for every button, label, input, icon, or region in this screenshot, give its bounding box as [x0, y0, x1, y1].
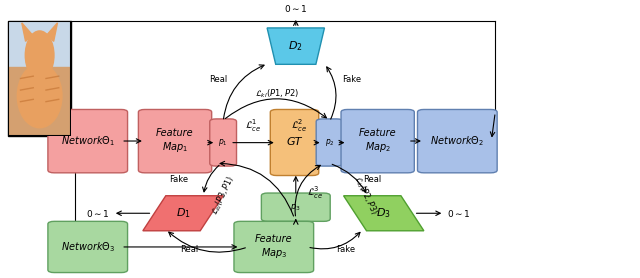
FancyBboxPatch shape — [261, 193, 330, 221]
Text: $D_2$: $D_2$ — [289, 39, 303, 53]
Text: $0\sim1$: $0\sim1$ — [284, 3, 308, 14]
Text: $0\sim1$: $0\sim1$ — [86, 208, 109, 219]
FancyBboxPatch shape — [417, 110, 497, 173]
FancyBboxPatch shape — [48, 110, 127, 173]
Text: Network$\Theta_3$: Network$\Theta_3$ — [61, 240, 115, 254]
Text: $p_3$: $p_3$ — [291, 202, 301, 213]
Text: Fake: Fake — [169, 175, 188, 184]
Text: $D_1$: $D_1$ — [175, 206, 190, 220]
Text: $D_3$: $D_3$ — [376, 206, 391, 220]
Text: GT: GT — [287, 138, 302, 148]
Text: Feature
Map$_2$: Feature Map$_2$ — [359, 128, 397, 154]
Text: Real: Real — [209, 75, 228, 84]
Text: Fake: Fake — [336, 245, 355, 254]
FancyBboxPatch shape — [234, 221, 314, 272]
Text: Network$\Theta_2$: Network$\Theta_2$ — [430, 134, 484, 148]
Polygon shape — [143, 196, 223, 231]
Text: Real: Real — [180, 245, 198, 254]
FancyBboxPatch shape — [316, 119, 343, 166]
Text: $\mathcal{L}_{ce}^{1}$: $\mathcal{L}_{ce}^{1}$ — [245, 117, 261, 134]
Text: Network$\Theta_1$: Network$\Theta_1$ — [61, 134, 115, 148]
Text: $\mathcal{L}_{kl}(P2, P3)$: $\mathcal{L}_{kl}(P2, P3)$ — [351, 174, 380, 217]
FancyBboxPatch shape — [48, 221, 127, 272]
Text: $\mathcal{L}_{ce}^{2}$: $\mathcal{L}_{ce}^{2}$ — [291, 117, 307, 134]
Text: $p_1$: $p_1$ — [218, 137, 228, 148]
FancyBboxPatch shape — [270, 110, 319, 175]
Text: Feature
Map$_3$: Feature Map$_3$ — [255, 234, 292, 260]
FancyBboxPatch shape — [341, 110, 414, 173]
Text: Fake: Fake — [342, 75, 362, 84]
Text: Feature
Map$_1$: Feature Map$_1$ — [156, 128, 194, 154]
Text: $\mathcal{L}_{kl}(P1, P2)$: $\mathcal{L}_{kl}(P1, P2)$ — [255, 87, 299, 100]
Polygon shape — [344, 196, 424, 231]
FancyBboxPatch shape — [8, 21, 72, 136]
Text: Real: Real — [364, 175, 381, 184]
Text: $\mathcal{L}_{kl}(P3, P1)$: $\mathcal{L}_{kl}(P3, P1)$ — [209, 174, 237, 217]
Text: $p_2$: $p_2$ — [324, 137, 335, 148]
Polygon shape — [267, 28, 324, 64]
Text: $\mathcal{L}_{ce}^{3}$: $\mathcal{L}_{ce}^{3}$ — [307, 185, 324, 202]
FancyBboxPatch shape — [138, 110, 212, 173]
FancyBboxPatch shape — [210, 119, 237, 166]
Text: $0\sim1$: $0\sim1$ — [447, 208, 471, 219]
